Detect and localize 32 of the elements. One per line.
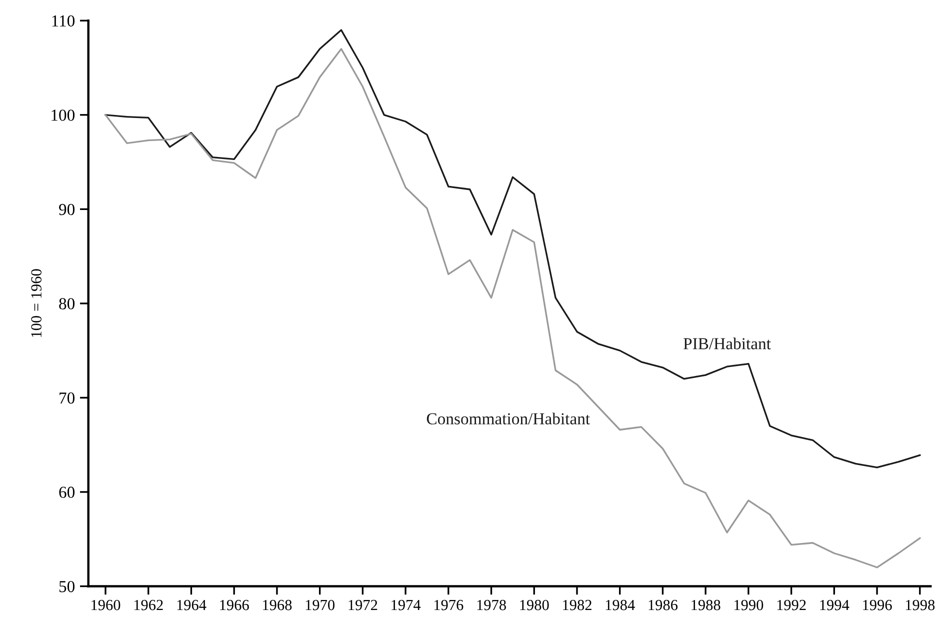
x-tick-label: 1996	[863, 600, 892, 610]
y-tick-label: 110	[52, 15, 75, 27]
y-axis-title: 100 = 1960	[31, 269, 42, 337]
x-tick-label: 1974	[392, 600, 421, 610]
line-series	[104, 29, 921, 468]
x-tick-label: 1976	[434, 600, 464, 610]
line-series	[104, 48, 921, 568]
x-tick-label: 1960	[92, 600, 120, 610]
y-tick-label: 50	[59, 580, 75, 592]
y-tick-label: 80	[59, 298, 75, 310]
series-label: PIB/Habitant	[684, 338, 771, 350]
x-tick-label: 1968	[263, 600, 292, 610]
x-tick-label: 1982	[563, 600, 592, 610]
x-tick-label: 1966	[220, 600, 249, 610]
x-tick-label: 1984	[606, 600, 635, 610]
y-tick-label: 60	[59, 486, 75, 498]
x-tick-label: 1962	[134, 600, 163, 610]
x-tick-label: 1990	[734, 600, 764, 610]
x-tick-label: 1978	[477, 600, 506, 610]
y-tick-label: 100	[52, 110, 75, 121]
y-tick-label: 70	[60, 392, 75, 404]
x-tick-label: 1992	[777, 600, 806, 610]
x-tick-label: 1986	[648, 600, 678, 610]
x-tick-label: 1988	[692, 600, 720, 610]
y-tick-label: 90	[59, 204, 75, 216]
x-tick-label: 1994	[820, 600, 850, 610]
x-tick-label: 1972	[348, 600, 378, 610]
x-tick-label: 1964	[177, 600, 206, 610]
series-label: Consommation/Habitant	[426, 412, 590, 424]
x-tick-label: 1970	[306, 600, 335, 610]
x-tick-label: 1998	[906, 600, 935, 610]
x-tick-label: 1980	[520, 600, 549, 610]
